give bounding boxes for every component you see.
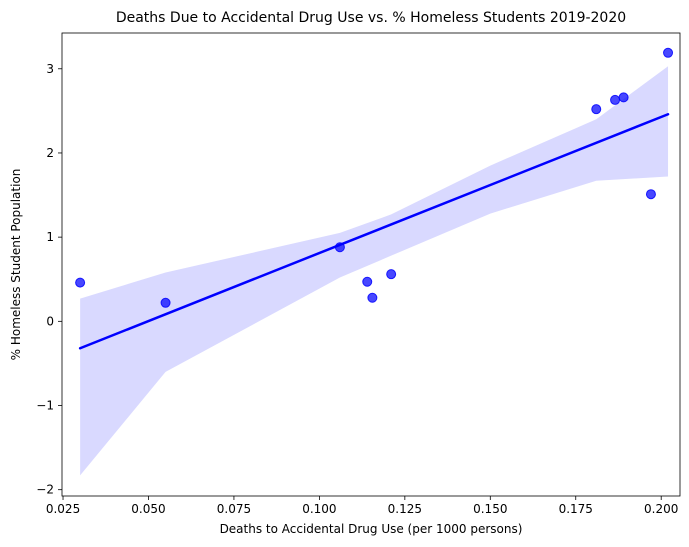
y-tick-label: −2: [36, 483, 54, 497]
data-point: [386, 269, 397, 280]
data-point: [591, 104, 602, 115]
x-tick-label: 0.125: [388, 502, 422, 516]
x-tick-label: 0.075: [217, 502, 251, 516]
y-tick-label: 1: [46, 230, 54, 244]
x-tick-label: 0.100: [302, 502, 336, 516]
data-points-layer: [75, 47, 674, 308]
x-tick-label: 0.025: [46, 502, 80, 516]
data-point: [367, 292, 378, 303]
y-tick-label: 2: [46, 146, 54, 160]
data-point: [160, 297, 171, 308]
data-point: [610, 94, 621, 105]
x-tick-label: 0.200: [644, 502, 678, 516]
confidence-band: [80, 66, 669, 476]
x-tick-label: 0.050: [131, 502, 165, 516]
data-point: [618, 92, 629, 103]
y-tick-label: 0: [46, 314, 54, 328]
y-tick-label: −1: [36, 399, 54, 413]
data-point: [362, 276, 373, 287]
data-point: [334, 242, 345, 253]
x-tick-label: 0.150: [473, 502, 507, 516]
x-tick-label: 0.175: [559, 502, 593, 516]
y-tick-label: 3: [46, 62, 54, 76]
data-point: [75, 277, 86, 288]
regression-line-layer: [78, 112, 670, 350]
x-axis-title: Deaths to Accidental Drug Use (per 1000 …: [220, 522, 523, 536]
data-point: [645, 189, 656, 200]
y-axis-title: % Homeless Student Population: [9, 169, 23, 361]
plot-frame: [61, 32, 681, 497]
regression-line: [78, 112, 670, 350]
chart-title: Deaths Due to Accidental Drug Use vs. % …: [116, 10, 626, 26]
data-point: [663, 47, 674, 58]
confidence-band-layer: [80, 66, 669, 476]
x-axis: 0.025 0.050 0.075 0.100 0.125 0.150 0.175 0.200: [46, 496, 678, 516]
y-axis: −2 −1 0 1 2 3: [36, 62, 62, 497]
